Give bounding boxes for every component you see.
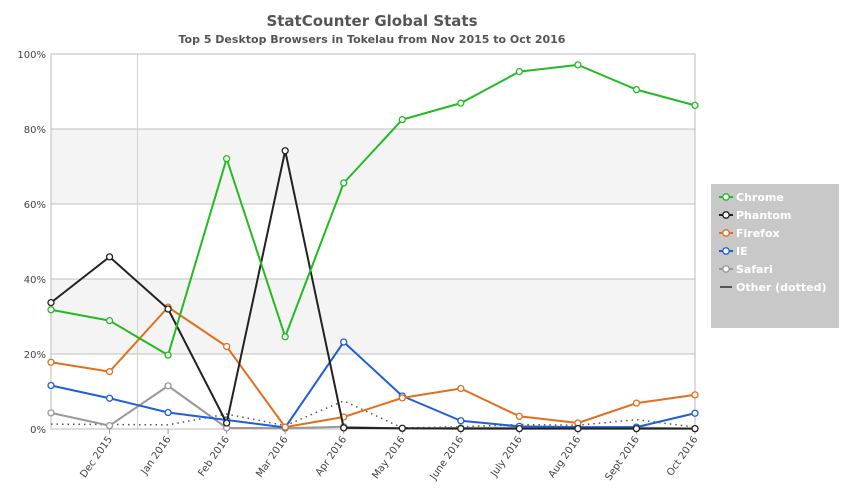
data-point-firefox (692, 392, 698, 398)
data-point-firefox (399, 395, 405, 401)
data-point-phantom (107, 254, 113, 260)
data-point-firefox (48, 359, 54, 365)
data-point-chrome (224, 156, 230, 162)
legend-label: Other (dotted) (736, 281, 827, 294)
data-point-chrome (165, 352, 171, 358)
legend-label: Safari (736, 263, 773, 276)
legend-item-chrome[interactable]: Chrome (719, 188, 839, 206)
x-tick-label: Aug 2016 (547, 434, 584, 480)
x-tick-label: July 2016 (488, 434, 524, 479)
x-tick-label: Jan 2016 (139, 434, 174, 477)
legend-label: Phantom (736, 209, 791, 222)
legend-marker-icon (719, 282, 733, 292)
y-tick-label: 100% (17, 50, 46, 61)
legend-item-phantom[interactable]: Phantom (719, 206, 839, 224)
data-point-phantom (516, 426, 522, 432)
x-tick-label: Mar 2016 (254, 434, 290, 479)
data-point-firefox (516, 413, 522, 419)
data-point-ie (165, 410, 171, 416)
data-point-safari (107, 423, 113, 429)
legend-label: Firefox (736, 227, 780, 240)
data-point-safari (48, 410, 54, 416)
data-point-chrome (575, 62, 581, 68)
x-tick-label: Dec 2015 (78, 434, 115, 480)
data-point-chrome (516, 69, 522, 75)
x-tick-label: May 2016 (370, 434, 407, 481)
data-point-firefox (107, 369, 113, 375)
legend-marker-icon (719, 246, 733, 256)
data-point-phantom (692, 426, 698, 432)
data-point-phantom (341, 425, 347, 431)
y-tick-label: 60% (24, 200, 46, 211)
x-tick-label: Feb 2016 (197, 434, 233, 478)
data-point-phantom (48, 300, 54, 306)
data-point-ie (107, 395, 113, 401)
x-tick-label: Oct 2016 (665, 434, 700, 478)
data-point-chrome (458, 100, 464, 106)
legend-marker-icon (719, 192, 733, 202)
legend-marker-icon (719, 210, 733, 220)
data-point-chrome (341, 180, 347, 186)
data-point-chrome (48, 307, 54, 313)
x-tick-label: Sept 2016 (603, 434, 641, 482)
data-point-phantom (224, 420, 230, 426)
data-point-chrome (399, 117, 405, 123)
legend: Chrome Phantom Firefox IE Safari Other (dotte… (711, 184, 839, 328)
legend-item-firefox[interactable]: Firefox (719, 224, 839, 242)
x-tick-label: Apr 2016 (314, 434, 349, 478)
data-point-chrome (692, 102, 698, 108)
legend-item-other-dotted[interactable]: Other (dotted) (719, 278, 839, 296)
legend-label: IE (736, 245, 748, 258)
data-point-firefox (633, 400, 639, 406)
y-tick-label: 80% (24, 125, 46, 136)
plot-band (51, 129, 695, 204)
legend-marker-icon (719, 228, 733, 238)
data-point-firefox (282, 424, 288, 430)
legend-item-safari[interactable]: Safari (719, 260, 839, 278)
legend-item-ie[interactable]: IE (719, 242, 839, 260)
data-point-ie (48, 383, 54, 389)
data-point-firefox (458, 386, 464, 392)
data-point-ie (341, 339, 347, 345)
series-line-other (51, 401, 695, 428)
legend-label: Chrome (736, 191, 784, 204)
x-tick-label: June 2016 (428, 434, 466, 482)
data-point-phantom (458, 426, 464, 432)
plot-border (51, 54, 695, 429)
data-point-chrome (633, 87, 639, 93)
legend-marker-icon (719, 264, 733, 274)
data-point-phantom (399, 425, 405, 431)
series-line-ie (51, 342, 695, 428)
data-point-phantom (633, 426, 639, 432)
y-tick-label: 40% (24, 275, 46, 286)
data-point-phantom (165, 306, 171, 312)
y-tick-label: 20% (24, 350, 46, 361)
data-point-chrome (282, 334, 288, 340)
data-point-phantom (575, 426, 581, 432)
data-point-chrome (107, 318, 113, 324)
data-point-firefox (224, 344, 230, 350)
data-point-safari (165, 383, 171, 389)
y-tick-label: 0% (30, 425, 46, 436)
data-point-ie (692, 410, 698, 416)
data-point-phantom (282, 148, 288, 154)
data-point-ie (458, 418, 464, 424)
